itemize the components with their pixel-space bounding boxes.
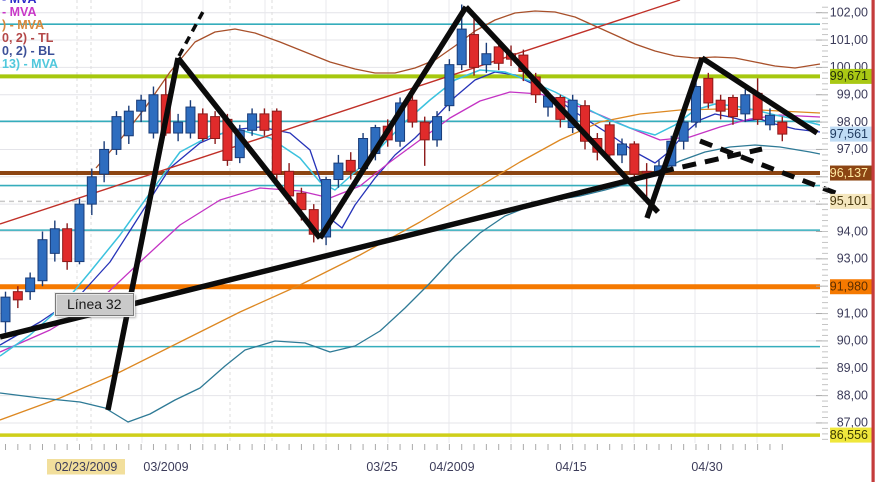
- price-tag-box: [830, 126, 872, 142]
- price-tag-label: 99,671: [830, 69, 868, 83]
- candle: [123, 110, 134, 137]
- candle: [617, 143, 627, 156]
- candle: [136, 99, 147, 112]
- candle: [715, 99, 726, 112]
- y-axis-label: 87,00: [837, 416, 868, 430]
- candle: [111, 116, 122, 150]
- y-axis-label: 101,00: [830, 33, 868, 47]
- candle: [703, 77, 714, 104]
- trendline-up-3[interactable]: [644, 57, 705, 219]
- linea32-tooltip: Línea 32: [54, 292, 135, 317]
- mva-cyan: [0, 69, 821, 357]
- y-axis-label: 91,00: [837, 306, 868, 320]
- candle: [62, 228, 73, 263]
- tooltip-text: Línea 32: [67, 296, 122, 312]
- candle: [580, 105, 591, 142]
- y-axis-label: 88,00: [837, 388, 868, 402]
- candle: [99, 148, 110, 175]
- x-axis-label: 02/23/2009: [55, 460, 118, 474]
- candle: [345, 159, 356, 172]
- candle: [764, 114, 775, 126]
- candle: [469, 34, 480, 68]
- candle: [740, 94, 751, 115]
- mva-orange: [0, 108, 821, 421]
- candle: [419, 121, 430, 141]
- y-axis-label: 97,00: [837, 142, 868, 156]
- y-axis-label: 98,00: [837, 115, 868, 129]
- candle: [777, 121, 788, 135]
- trendline-up-1[interactable]: [105, 57, 181, 411]
- trendline-down-2[interactable]: [463, 5, 661, 214]
- candle: [321, 179, 332, 238]
- candle: [296, 192, 307, 211]
- candle: [12, 291, 23, 301]
- price-tag-box: [830, 279, 872, 295]
- price-tag-label: 95,101: [830, 194, 868, 208]
- candle: [407, 99, 418, 123]
- price-tag-box: [830, 165, 872, 181]
- candle: [333, 162, 344, 181]
- price-tag-label: 96,137: [830, 166, 868, 180]
- y-axis-label: 93,00: [837, 252, 868, 266]
- x-axis-date-highlight: [47, 459, 125, 475]
- band-top-tl: [95, 10, 821, 169]
- y-axis-label: 102,00: [830, 5, 868, 19]
- candle: [49, 228, 60, 254]
- price-tag-label: 97,561: [830, 127, 868, 141]
- candle: [259, 113, 270, 131]
- x-axis-label: 03/25: [366, 460, 397, 474]
- candle: [37, 239, 48, 282]
- band-bottom-bl: [0, 144, 821, 423]
- x-axis-label: 04/2009: [429, 460, 474, 474]
- trendline-up-2[interactable]: [317, 5, 469, 240]
- candle: [481, 53, 492, 66]
- candle: [456, 28, 467, 66]
- candle: [185, 106, 196, 134]
- price-tag-box: [830, 193, 872, 209]
- y-axis-label: 90,00: [837, 334, 868, 348]
- axis-border-line: [871, 0, 875, 482]
- candle: [444, 64, 455, 107]
- candle: [629, 143, 640, 175]
- price-tag-box: [830, 427, 872, 443]
- trendline-down-3[interactable]: [700, 55, 819, 136]
- dash-projection[interactable]: [699, 138, 873, 210]
- dash-support-ext[interactable]: [659, 146, 763, 175]
- candle: [86, 176, 97, 205]
- candle: [432, 116, 443, 141]
- candle: [604, 124, 615, 156]
- candle: [690, 86, 701, 123]
- candle: [727, 96, 738, 118]
- price-tag-label: 91,980: [830, 280, 868, 294]
- candle: [0, 296, 11, 323]
- y-axis-label: 99,00: [837, 88, 868, 102]
- price-tag-box: [830, 68, 872, 84]
- candle: [210, 116, 221, 140]
- candle: [148, 94, 159, 134]
- x-axis-label: 04/15: [555, 460, 586, 474]
- candle: [493, 46, 504, 64]
- mva-magenta: [0, 91, 821, 353]
- candle: [25, 277, 36, 293]
- x-axis-label: 03/2009: [143, 460, 188, 474]
- x-axis-label: 04/30: [691, 460, 722, 474]
- candle: [271, 110, 282, 175]
- candle: [197, 113, 208, 140]
- candle: [74, 203, 85, 263]
- price-tag-label: 86,556: [830, 428, 868, 442]
- y-axis-label: 89,00: [837, 361, 868, 375]
- dash-peak1-ext[interactable]: [177, 7, 207, 57]
- trendline-down-1[interactable]: [175, 56, 323, 240]
- candle: [247, 113, 258, 131]
- trend-red-line: [0, 0, 681, 225]
- candle: [173, 121, 184, 134]
- y-axis-label: 94,00: [837, 224, 868, 238]
